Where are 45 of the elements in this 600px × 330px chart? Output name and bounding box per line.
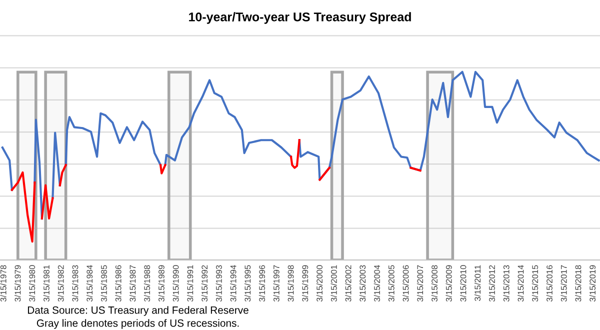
x-tick-label: 3/15/2014 (518, 265, 524, 302)
x-tick-label: 3/15/1992 (201, 265, 208, 302)
x-tick-label: 3/15/1999 (302, 265, 308, 302)
x-tick-label: 3/15/1989 (158, 265, 164, 302)
x-tick-label: 3/15/1985 (100, 265, 107, 302)
x-tick-label: 3/15/1981 (43, 265, 50, 302)
x-tick-label: 3/15/1990 (172, 265, 179, 302)
x-tick-label: 3/15/2007 (416, 265, 424, 302)
x-tick-label: 3/15/1984 (86, 265, 93, 302)
x-tick-label: 3/15/2004 (374, 265, 380, 302)
x-tick-label: 3/15/2019 (589, 265, 596, 302)
x-tick-label: 3/15/1980 (28, 265, 36, 302)
text: Gray line denotes periods of US recessions. (36, 319, 239, 329)
x-tick-label: 3/15/2016 (546, 265, 552, 302)
chart-title: 10-year/Two-year US Treasury Spread (189, 12, 411, 24)
x-tick-label: 3/15/1988 (144, 265, 150, 302)
x-tick-label: 3/15/1987 (130, 265, 136, 302)
x-tick-label: 3/15/2013 (503, 265, 510, 302)
x-tick-label: 3/15/1982 (58, 265, 64, 302)
x-tick-label: 3/15/2001 (330, 265, 337, 302)
x-tick-label: 3/15/2010 (460, 265, 466, 302)
x-tick-label: 3/15/2011 (474, 265, 481, 301)
x-tick-label: 3/15/1996 (258, 265, 266, 302)
x-tick-label: 3/15/2006 (402, 265, 409, 302)
x-tick-label: 3/15/1997 (273, 265, 280, 302)
x-tick-label: 3/15/2008 (431, 265, 438, 302)
x-tick-label: 3/15/1995 (244, 265, 251, 302)
x-tick-label: 3/15/2018 (575, 265, 582, 302)
x-tick-label: 3/15/1993 (216, 265, 222, 302)
x-tick-label: 3/15/1998 (288, 265, 294, 302)
x-tick-label: 3/15/1991 (187, 265, 194, 302)
source-note: Data Source: US Treasury and Federal Reserve (28, 306, 248, 316)
x-tick-label: 3/15/1983 (72, 265, 78, 302)
x-tick-label: 3/15/1978 (0, 265, 6, 302)
x-tick-label: 3/15/2009 (446, 265, 452, 302)
x-tick-label: 3/15/2017 (560, 265, 567, 302)
x-tick-label: 3/15/2012 (488, 265, 495, 302)
x-tick-label: 3/15/1979 (14, 265, 21, 302)
x-tick-label: 3/15/2015 (532, 265, 538, 302)
x-tick-label: 3/15/2003 (359, 265, 366, 302)
x-tick-label: 3/15/1986 (115, 265, 122, 302)
x-tick-label: 3/15/2000 (316, 265, 323, 302)
x-tick-label: 3/15/1994 (230, 265, 236, 302)
x-tick-label: 3/15/2005 (388, 265, 394, 302)
x-tick-label: 3/15/2002 (345, 265, 352, 302)
